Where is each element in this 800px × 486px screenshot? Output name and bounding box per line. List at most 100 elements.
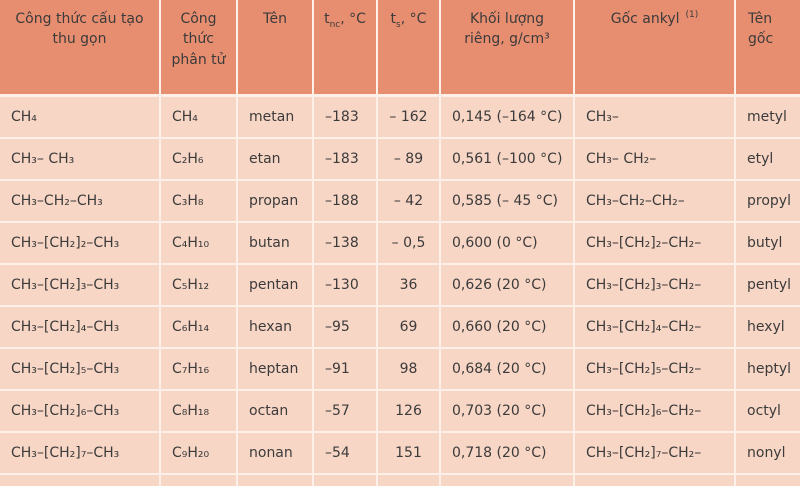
header-density-label: Khối lượng riêng, g/cm³ [464,11,550,48]
table-row: CH₃–[CH₂]₃–CH₃ C₅H₁₂ pentan –130 36 0,62… [0,263,800,307]
cell-condensed-structural-formula: CH₃–[CH₂]₄–CH₃ [0,305,161,349]
cell-boiling-point: 98 [376,347,441,391]
cell-boiling-point: 126 [376,389,441,433]
header-alkyl-name-label: Tên gốc [748,11,774,48]
cell-density: 0,718 (20 °C) [439,431,575,475]
cell-melting-point: –130 [312,263,378,307]
cell-condensed-structural-formula: CH₃– CH₃ [0,137,161,181]
header-condensed-structural-formula: Công thức cấu tạo thu gọn [0,0,161,97]
cell-condensed-structural-formula: CH₃–[CH₂]₆–CH₃ [0,389,161,433]
table-row: CH₄ CH₄ metan –183 – 162 0,145 (–164 °C)… [0,94,800,139]
boiling-point-unit: , °C [400,11,427,27]
cell-density: 0,684 (20 °C) [439,347,575,391]
cell-molecular-formula: C₇H₁₆ [159,347,238,391]
boiling-point-subscript: s [396,19,401,30]
cell-molecular-formula: C₈H₁₈ [159,389,238,433]
cell-molecular-formula: C₄H₁₀ [159,221,238,265]
cell-boiling-point: 151 [376,431,441,475]
cell-boiling-point: 69 [376,305,441,349]
cell-alkyl-group: CH₃–[CH₂]₅–CH₂– [573,347,736,391]
table-row: CH₃–[CH₂]₆–CH₃ C₈H₁₈ octan –57 126 0,703… [0,389,800,433]
table-row: CH₃–[CH₂]₂–CH₃ C₄H₁₀ butan –138 – 0,5 0,… [0,221,800,265]
cell-alkyl-group: CH₃–[CH₂]₂–CH₂– [573,221,736,265]
header-alkyl-group: Gốc ankyl (1) [573,0,736,97]
header-melting-point: tnc, °C [312,0,378,97]
header-molecular-formula: Công thức phân tử [159,0,238,97]
header-name-label: Tên [262,11,288,27]
cell-melting-point: –183 [312,94,378,139]
cell-density: 0,730 (20 °C) [439,473,575,486]
cell-melting-point: –183 [312,137,378,181]
table-row: CH₃–CH₂–CH₃ C₃H₈ propan –188 – 42 0,585 … [0,179,800,223]
cell-molecular-formula: C₂H₆ [159,137,238,181]
cell-alkyl-name: propyl [734,179,800,223]
melting-point-subscript: nc [329,19,341,30]
cell-boiling-point: – 89 [376,137,441,181]
cell-boiling-point: – 162 [376,94,441,139]
boiling-point-symbol: t [390,11,397,27]
cell-density: 0,703 (20 °C) [439,389,575,433]
cell-alkyl-group: CH₃–[CH₂]₄–CH₂– [573,305,736,349]
cell-molecular-formula: C₁₀H₂₂ [159,473,238,486]
cell-density: 0,600 (0 °C) [439,221,575,265]
cell-molecular-formula: C₆H₁₄ [159,305,238,349]
cell-molecular-formula: C₅H₁₂ [159,263,238,307]
cell-name: metan [236,94,314,139]
melting-point-symbol: t [324,11,330,27]
cell-alkyl-name: metyl [734,94,800,139]
cell-alkyl-group: CH₃– CH₂– [573,137,736,181]
cell-melting-point: –57 [312,389,378,433]
cell-condensed-structural-formula: CH₃–[CH₂]₃–CH₃ [0,263,161,307]
cell-name: hexan [236,305,314,349]
cell-name: heptan [236,347,314,391]
header-row: Công thức cấu tạo thu gọn Công thức phân… [0,0,800,97]
cell-name: đecan [236,473,314,486]
cell-name: propan [236,179,314,223]
cell-melting-point: –188 [312,179,378,223]
cell-boiling-point: – 0,5 [376,221,441,265]
table-header: Công thức cấu tạo thu gọn Công thức phân… [0,0,800,97]
cell-alkyl-group: CH₃–[CH₂]₃–CH₂– [573,263,736,307]
header-alkyl-name: Tên gốc [734,0,800,97]
cell-alkyl-group: CH₃–[CH₂]₈–CH₂– [573,473,736,486]
cell-boiling-point: 174 [376,473,441,486]
cell-condensed-structural-formula: CH₃–[CH₂]₇–CH₃ [0,431,161,475]
cell-alkyl-name: hexyl [734,305,800,349]
cell-alkyl-group: CH₃–[CH₂]₆–CH₂– [573,389,736,433]
cell-density: 0,626 (20 °C) [439,263,575,307]
table-row: CH₃–[CH₂]₈–CH₃ C₁₀H₂₂ đecan –30 174 0,73… [0,473,800,486]
header-boiling-point: ts, °C [376,0,441,97]
cell-condensed-structural-formula: CH₃–[CH₂]₈–CH₃ [0,473,161,486]
cell-alkyl-group: CH₃– [573,94,736,139]
cell-molecular-formula: C₃H₈ [159,179,238,223]
cell-molecular-formula: CH₄ [159,94,238,139]
cell-condensed-structural-formula: CH₃–CH₂–CH₃ [0,179,161,223]
cell-alkyl-name: đecyl [734,473,800,486]
cell-molecular-formula: C₉H₂₀ [159,431,238,475]
cell-alkyl-name: nonyl [734,431,800,475]
cell-density: 0,145 (–164 °C) [439,94,575,139]
cell-density: 0,660 (20 °C) [439,305,575,349]
header-condensed-structural-formula-label: Công thức cấu tạo thu gọn [15,11,144,48]
cell-alkyl-name: pentyl [734,263,800,307]
alkyl-footnote-marker: (1) [685,10,699,21]
cell-alkyl-name: octyl [734,389,800,433]
cell-melting-point: –91 [312,347,378,391]
table-body: CH₄ CH₄ metan –183 – 162 0,145 (–164 °C)… [0,94,800,486]
header-density: Khối lượng riêng, g/cm³ [439,0,575,97]
table-row: CH₃–[CH₂]₅–CH₃ C₇H₁₆ heptan –91 98 0,684… [0,347,800,391]
cell-density: 0,585 (– 45 °C) [439,179,575,223]
cell-alkyl-name: butyl [734,221,800,265]
cell-name: octan [236,389,314,433]
cell-name: pentan [236,263,314,307]
cell-condensed-structural-formula: CH₄ [0,94,161,139]
cell-alkyl-name: etyl [734,137,800,181]
table-row: CH₃–[CH₂]₇–CH₃ C₉H₂₀ nonan –54 151 0,718… [0,431,800,475]
header-molecular-formula-label: Công thức phân tử [171,11,226,68]
cell-boiling-point: – 42 [376,179,441,223]
cell-alkyl-group: CH₃–CH₂–CH₂– [573,179,736,223]
cell-melting-point: –30 [312,473,378,486]
header-alkyl-group-label: Gốc ankyl [610,11,680,27]
melting-point-unit: , °C [340,11,366,27]
